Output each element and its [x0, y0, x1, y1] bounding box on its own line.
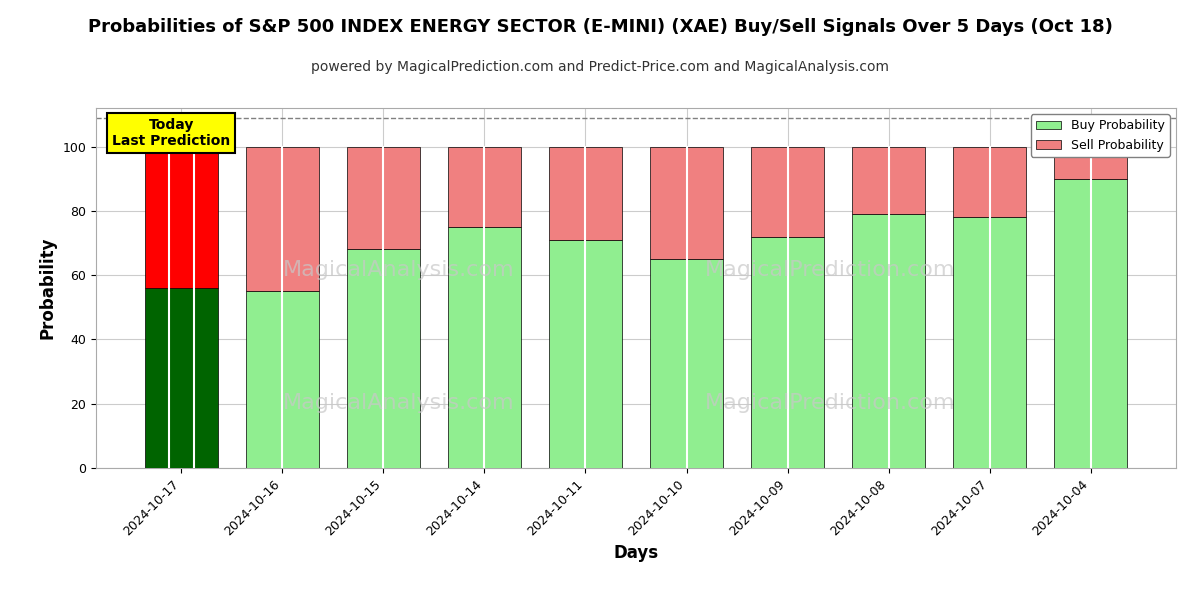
Bar	[347, 146, 420, 250]
Bar	[852, 146, 925, 214]
Bar	[1054, 146, 1127, 179]
Bar	[145, 146, 218, 288]
Bar	[246, 146, 319, 291]
X-axis label: Days: Days	[613, 544, 659, 562]
Bar	[650, 146, 722, 259]
Bar	[448, 146, 521, 227]
Bar	[1054, 179, 1127, 468]
Bar	[650, 259, 722, 468]
Bar	[448, 227, 521, 468]
Bar	[751, 236, 824, 468]
Bar	[246, 291, 319, 468]
Text: MagicalPrediction.com: MagicalPrediction.com	[706, 393, 955, 413]
Bar	[145, 288, 218, 468]
Bar	[953, 217, 1026, 468]
Text: Probabilities of S&P 500 INDEX ENERGY SECTOR (E-MINI) (XAE) Buy/Sell Signals Ove: Probabilities of S&P 500 INDEX ENERGY SE…	[88, 18, 1112, 36]
Text: MagicalAnalysis.com: MagicalAnalysis.com	[282, 393, 515, 413]
Bar	[550, 146, 622, 240]
Bar	[852, 214, 925, 468]
Bar	[347, 250, 420, 468]
Bar	[953, 146, 1026, 217]
Text: MagicalPrediction.com: MagicalPrediction.com	[706, 260, 955, 280]
Text: Today
Last Prediction: Today Last Prediction	[113, 118, 230, 148]
Text: powered by MagicalPrediction.com and Predict-Price.com and MagicalAnalysis.com: powered by MagicalPrediction.com and Pre…	[311, 60, 889, 74]
Text: MagicalAnalysis.com: MagicalAnalysis.com	[282, 260, 515, 280]
Bar	[751, 146, 824, 236]
Bar	[550, 240, 622, 468]
Legend: Buy Probability, Sell Probability: Buy Probability, Sell Probability	[1031, 114, 1170, 157]
Y-axis label: Probability: Probability	[38, 237, 56, 339]
